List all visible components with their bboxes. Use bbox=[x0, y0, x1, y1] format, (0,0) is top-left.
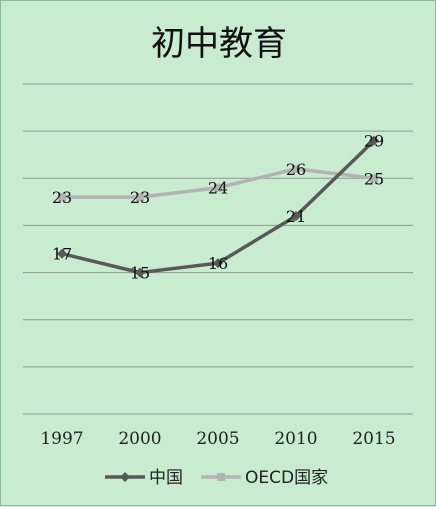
x-tick-label: 2015 bbox=[352, 429, 395, 449]
legend-label: 中国 bbox=[149, 468, 183, 488]
legend-marker bbox=[120, 472, 130, 482]
series-line bbox=[62, 141, 374, 273]
gridlines bbox=[23, 84, 413, 414]
legend: 中国 OECD国家 bbox=[105, 468, 328, 488]
x-tick-label: 1997 bbox=[40, 429, 83, 449]
data-label: 21 bbox=[286, 207, 306, 226]
data-label: 26 bbox=[286, 160, 306, 179]
data-label: 25 bbox=[364, 169, 384, 188]
data-label: 17 bbox=[52, 245, 72, 264]
x-tick-label: 2005 bbox=[196, 429, 239, 449]
data-label: 16 bbox=[208, 254, 228, 273]
data-label: 23 bbox=[52, 188, 72, 207]
x-tick-label: 2000 bbox=[118, 429, 161, 449]
chart-title: 初中教育 bbox=[151, 24, 287, 64]
legend-label: OECD国家 bbox=[245, 468, 328, 488]
legend-marker bbox=[217, 473, 225, 481]
data-label: 29 bbox=[364, 132, 384, 151]
data-label: 15 bbox=[130, 264, 150, 283]
data-label: 23 bbox=[130, 188, 150, 207]
x-axis-ticks: 1997 2000 2005 2010 2015 bbox=[40, 429, 395, 449]
data-labels: 23 23 24 26 25 17 15 16 21 29 bbox=[52, 132, 384, 283]
data-label: 24 bbox=[208, 179, 228, 198]
x-tick-label: 2010 bbox=[274, 429, 317, 449]
